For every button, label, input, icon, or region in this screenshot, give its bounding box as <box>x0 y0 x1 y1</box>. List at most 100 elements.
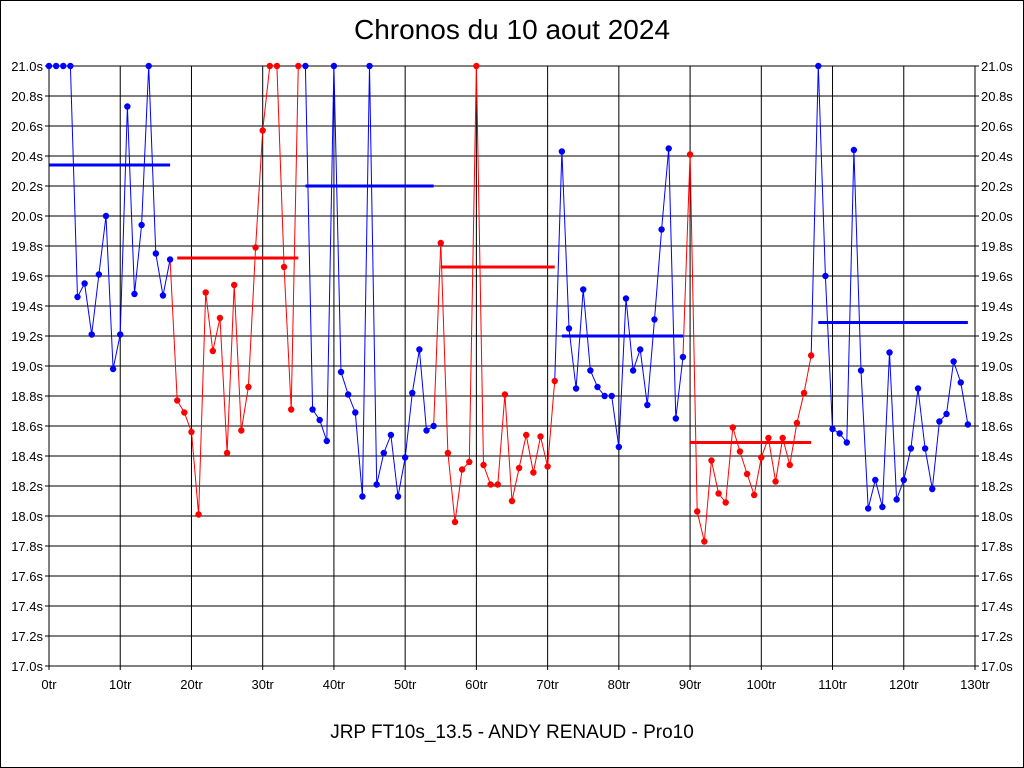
data-point <box>166 256 174 263</box>
series-connector <box>810 65 819 356</box>
data-point <box>494 481 501 488</box>
data-point <box>231 281 238 289</box>
data-point <box>957 379 964 386</box>
x-tick-label: 120tr <box>889 677 919 692</box>
data-point <box>88 331 95 338</box>
data-point <box>886 349 893 356</box>
data-point <box>622 295 630 302</box>
data-point <box>451 518 459 526</box>
data-point <box>501 391 509 398</box>
y-tick-label: 19.4s <box>11 299 43 314</box>
data-point <box>295 62 302 70</box>
data-point <box>409 389 416 397</box>
y-tick-label: 18.6s <box>11 419 43 434</box>
data-point <box>117 331 124 338</box>
y-tick-label-right: 18.2s <box>981 479 1013 494</box>
data-point <box>694 508 701 515</box>
data-point <box>266 62 274 70</box>
data-point <box>807 352 815 359</box>
data-point <box>316 416 323 424</box>
y-tick-label-right: 17.2s <box>981 629 1013 644</box>
data-point <box>309 406 316 413</box>
y-tick-label-right: 19.0s <box>981 359 1013 374</box>
data-point <box>209 347 217 355</box>
data-point <box>181 409 188 416</box>
y-tick-label-right: 20.6s <box>981 119 1013 134</box>
x-tick-label: 130tr <box>960 677 990 692</box>
data-point <box>302 62 309 70</box>
data-point <box>644 401 651 409</box>
data-point <box>259 127 266 134</box>
data-point <box>273 62 281 70</box>
data-point <box>836 430 843 437</box>
y-tick-label-right: 17.8s <box>981 539 1013 554</box>
data-point <box>216 314 224 322</box>
data-point <box>131 290 138 298</box>
data-point <box>74 293 81 301</box>
data-point <box>523 431 530 439</box>
y-tick-label-right: 19.6s <box>981 269 1013 284</box>
data-point <box>188 428 195 436</box>
data-point <box>159 292 167 299</box>
data-point <box>45 62 53 70</box>
data-point <box>829 425 836 433</box>
data-point <box>950 358 957 365</box>
data-point <box>109 365 117 373</box>
x-tick-label: 0tr <box>41 677 57 692</box>
data-point <box>138 221 145 229</box>
data-point <box>380 449 387 457</box>
y-tick-label: 17.6s <box>11 569 43 584</box>
data-point <box>145 62 152 70</box>
data-point <box>195 511 202 518</box>
data-point <box>530 469 537 476</box>
data-point <box>52 62 60 70</box>
data-point <box>537 433 544 440</box>
data-point <box>174 397 181 404</box>
data-point <box>280 263 288 271</box>
x-tick-label: 100tr <box>746 677 776 692</box>
data-point <box>572 385 580 392</box>
data-point <box>238 427 245 434</box>
x-tick-label: 110tr <box>818 677 847 692</box>
data-point <box>337 368 345 376</box>
data-point <box>344 391 352 398</box>
y-tick-label-right: 17.0s <box>981 659 1013 674</box>
data-point <box>936 418 943 425</box>
series-line <box>176 65 299 515</box>
data-point <box>437 239 444 247</box>
y-tick-label: 17.8s <box>11 539 43 554</box>
data-point <box>615 443 623 451</box>
y-tick-label: 19.8s <box>11 239 43 254</box>
x-axis-labels: 0tr 10tr 20tr 30tr 40tr 50tr 60tr 70tr 80tr 90tr 1… <box>41 677 990 692</box>
series-connector <box>554 151 563 382</box>
data-point <box>772 478 779 485</box>
data-point <box>715 490 722 497</box>
x-tick-label: 90tr <box>679 677 702 692</box>
data-point <box>587 367 594 374</box>
data-point <box>551 377 558 385</box>
data-point <box>330 62 338 70</box>
data-point <box>786 461 793 469</box>
data-point <box>81 280 88 287</box>
data-point <box>373 481 380 488</box>
data-point <box>736 448 744 455</box>
data-point <box>943 410 950 418</box>
y-tick-label-right: 19.4s <box>981 299 1013 314</box>
x-tick-label: 10tr <box>109 677 132 692</box>
y-tick-label: 18.2s <box>11 479 43 494</box>
data-point <box>252 244 259 251</box>
y-tick-label: 17.0s <box>11 659 43 674</box>
data-point <box>95 271 103 278</box>
data-point <box>601 392 608 400</box>
data-point <box>152 250 160 257</box>
data-point <box>466 458 473 466</box>
data-point <box>822 272 829 280</box>
data-point <box>515 464 523 472</box>
series-connector <box>433 242 442 427</box>
x-tick-label: 50tr <box>394 677 417 692</box>
y-tick-label: 19.0s <box>11 359 43 374</box>
data-point <box>67 62 74 70</box>
data-point <box>964 421 972 428</box>
x-tick-label: 70tr <box>536 677 559 692</box>
y-tick-label-right: 21.0s <box>981 59 1013 74</box>
